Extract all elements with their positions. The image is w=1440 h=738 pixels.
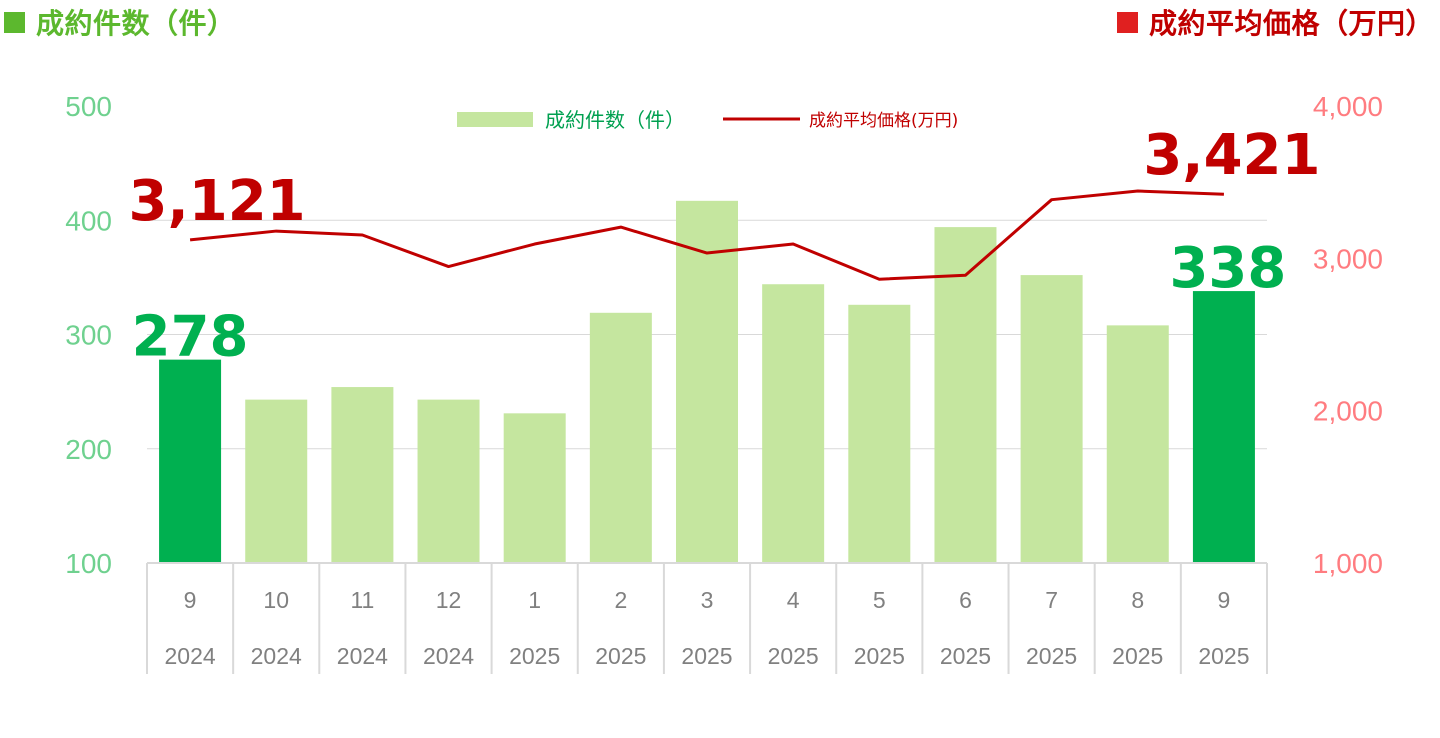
x-tick-year: 2024 [423, 643, 474, 669]
right-axis-header: 成約平均価格（万円） [1116, 2, 1434, 42]
x-tick-year: 2025 [1026, 643, 1077, 669]
count-data-label: 338 [1169, 236, 1286, 301]
x-tick-year: 2025 [681, 643, 732, 669]
x-tick-month: 10 [263, 587, 289, 613]
x-tick-month: 11 [350, 587, 374, 613]
x-tick-month: 8 [1131, 587, 1144, 613]
x-tick-year: 2025 [1198, 643, 1249, 669]
x-tick-month: 9 [184, 587, 197, 613]
x-tick-year: 2025 [940, 643, 991, 669]
legend-line-label: 成約平均価格(万円) [809, 111, 958, 131]
line-series [189, 189, 1224, 281]
right-y-tick: 1,000 [1313, 548, 1383, 579]
right-y-axis: 1,000 2,000 3,000 4,000 [1313, 91, 1383, 579]
x-tick-month: 6 [959, 587, 972, 613]
count-data-label: 278 [132, 305, 249, 370]
bar [1020, 275, 1083, 563]
right-y-tick: 2,000 [1313, 396, 1383, 427]
bar [676, 200, 738, 563]
bar [1192, 291, 1255, 563]
bar [762, 284, 825, 563]
line-series-square-icon [1116, 11, 1138, 33]
x-tick-month: 2 [614, 587, 627, 613]
x-tick-month: 9 [1218, 587, 1231, 613]
bar [934, 227, 997, 564]
legend-bar-swatch [457, 112, 533, 127]
x-tick-year: 2025 [595, 643, 646, 669]
bar [245, 399, 308, 563]
left-axis-header: 成約件数（件） [4, 2, 236, 42]
x-tick-year: 2025 [854, 643, 905, 669]
bar [417, 399, 480, 563]
bar [503, 413, 566, 563]
x-tick-month: 1 [528, 587, 541, 613]
price-data-label: 3,421 [1143, 123, 1320, 188]
bar [159, 359, 222, 563]
x-tick-month: 7 [1045, 587, 1058, 613]
left-y-tick: 400 [65, 205, 112, 236]
legend: 成約件数（件） 成約平均価格(万円) [457, 108, 958, 132]
x-tick-month: 5 [873, 587, 886, 613]
bar [1106, 325, 1169, 563]
annotations: 3,121 3,421 278 338 [129, 123, 1321, 369]
x-tick-year: 2025 [1112, 643, 1163, 669]
right-y-tick: 4,000 [1313, 91, 1383, 122]
left-y-tick: 500 [65, 91, 112, 122]
x-tick-month: 4 [787, 587, 800, 613]
right-axis-title: 成約平均価格（万円） [1148, 7, 1434, 40]
left-y-tick: 100 [65, 548, 112, 579]
left-y-tick: 300 [65, 320, 112, 351]
x-tick-year: 2024 [337, 643, 388, 669]
left-y-axis: 100 200 300 400 500 [65, 91, 112, 579]
bar-series [159, 200, 1255, 564]
x-tick-year: 2024 [164, 643, 215, 669]
right-y-tick: 3,000 [1313, 243, 1383, 274]
bar [331, 387, 394, 563]
left-axis-title: 成約件数（件） [36, 7, 236, 40]
x-tick-year: 2024 [251, 643, 302, 669]
legend-bar-label: 成約件数（件） [545, 108, 685, 132]
bar [848, 304, 911, 563]
bar [589, 312, 652, 563]
x-tick-year: 2025 [509, 643, 560, 669]
x-tick-year: 2025 [768, 643, 819, 669]
price-data-label: 3,121 [129, 169, 306, 234]
price-line [189, 189, 1224, 281]
left-y-tick: 200 [65, 434, 112, 465]
x-axis: 9 2024 10 2024 11 2024 12 2024 1 2025 2 2025 3 2025 4 2… [146, 562, 1268, 674]
x-tick-month: 12 [436, 587, 462, 613]
bar-series-square-icon [4, 11, 25, 33]
x-tick-month: 3 [701, 587, 714, 613]
